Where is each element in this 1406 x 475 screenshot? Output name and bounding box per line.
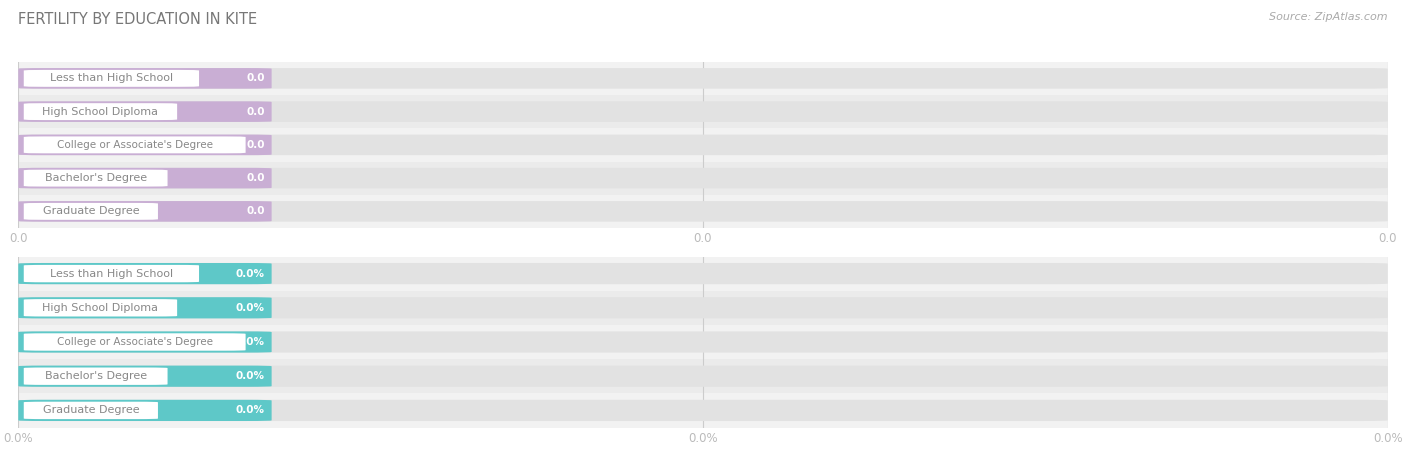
Bar [18, 291, 1388, 325]
Text: Bachelor's Degree: Bachelor's Degree [45, 173, 146, 183]
Text: 0.0%: 0.0% [236, 303, 264, 313]
FancyBboxPatch shape [18, 101, 1388, 122]
FancyBboxPatch shape [18, 297, 1388, 318]
Text: Less than High School: Less than High School [49, 268, 173, 279]
FancyBboxPatch shape [18, 366, 1388, 387]
FancyBboxPatch shape [18, 68, 271, 89]
FancyBboxPatch shape [18, 297, 271, 318]
FancyBboxPatch shape [24, 402, 157, 419]
Text: College or Associate's Degree: College or Associate's Degree [56, 140, 212, 150]
Bar [18, 62, 1388, 95]
FancyBboxPatch shape [24, 299, 177, 316]
FancyBboxPatch shape [18, 168, 271, 189]
FancyBboxPatch shape [18, 400, 271, 421]
FancyBboxPatch shape [24, 103, 177, 120]
FancyBboxPatch shape [18, 68, 1388, 89]
FancyBboxPatch shape [18, 168, 1388, 189]
Bar [18, 359, 1388, 393]
FancyBboxPatch shape [18, 201, 271, 222]
Text: 0.0%: 0.0% [236, 268, 264, 279]
Text: Source: ZipAtlas.com: Source: ZipAtlas.com [1270, 12, 1388, 22]
Bar [18, 162, 1388, 195]
FancyBboxPatch shape [18, 400, 1388, 421]
Bar [18, 195, 1388, 228]
Text: 0.0%: 0.0% [236, 337, 264, 347]
FancyBboxPatch shape [18, 332, 1388, 352]
FancyBboxPatch shape [18, 134, 1388, 155]
Text: 0.0: 0.0 [246, 106, 264, 117]
FancyBboxPatch shape [24, 265, 200, 282]
FancyBboxPatch shape [24, 368, 167, 385]
Text: Bachelor's Degree: Bachelor's Degree [45, 371, 146, 381]
Text: 0.0: 0.0 [246, 206, 264, 217]
Text: 0.0%: 0.0% [236, 371, 264, 381]
Text: Less than High School: Less than High School [49, 73, 173, 84]
FancyBboxPatch shape [24, 170, 167, 187]
Bar [18, 256, 1388, 291]
Text: 0.0%: 0.0% [236, 405, 264, 416]
FancyBboxPatch shape [24, 70, 200, 87]
FancyBboxPatch shape [18, 366, 271, 387]
Text: 0.0: 0.0 [246, 73, 264, 84]
Text: Graduate Degree: Graduate Degree [42, 405, 139, 416]
FancyBboxPatch shape [18, 263, 1388, 284]
Bar [18, 95, 1388, 128]
Text: High School Diploma: High School Diploma [42, 303, 159, 313]
FancyBboxPatch shape [18, 134, 271, 155]
Text: College or Associate's Degree: College or Associate's Degree [56, 337, 212, 347]
Text: Graduate Degree: Graduate Degree [42, 206, 139, 217]
Text: FERTILITY BY EDUCATION IN KITE: FERTILITY BY EDUCATION IN KITE [18, 12, 257, 27]
FancyBboxPatch shape [24, 136, 246, 153]
Bar [18, 128, 1388, 162]
Text: 0.0: 0.0 [246, 140, 264, 150]
FancyBboxPatch shape [18, 263, 271, 284]
FancyBboxPatch shape [18, 101, 271, 122]
FancyBboxPatch shape [24, 333, 246, 351]
FancyBboxPatch shape [18, 332, 271, 352]
Text: 0.0: 0.0 [246, 173, 264, 183]
Bar [18, 325, 1388, 359]
FancyBboxPatch shape [24, 203, 157, 220]
FancyBboxPatch shape [18, 201, 1388, 222]
Bar [18, 393, 1388, 428]
Text: High School Diploma: High School Diploma [42, 106, 159, 117]
